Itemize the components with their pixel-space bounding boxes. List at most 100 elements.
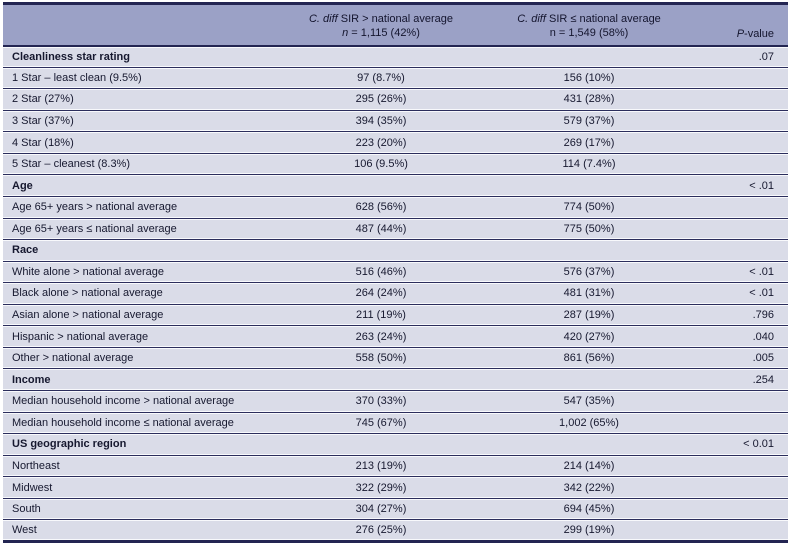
header-spacer (3, 3, 306, 47)
value-sir-below: 269 (17%) (456, 131, 722, 154)
table-row: Median household income ≤ national avera… (3, 412, 788, 434)
value-sir-above (306, 45, 456, 68)
p-value: .07 (722, 45, 788, 68)
table-row: Age 65+ years > national average 628 (56%… (3, 196, 788, 218)
row-label: Hispanic > national average (3, 325, 306, 348)
p-value (722, 88, 788, 111)
table-row: Other > national average 558 (50%) 861 (56… (3, 347, 788, 369)
value-sir-above: 516 (46%) (306, 261, 456, 283)
value-sir-above: 370 (33%) (306, 390, 456, 413)
section-title: Cleanliness star rating (3, 45, 306, 68)
table-row: 3 Star (37%) 394 (35%) 579 (37%) (3, 110, 788, 132)
section-title: Race (3, 239, 306, 262)
p-value: .040 (722, 325, 788, 348)
header-col-pvalue: P-value (722, 3, 788, 47)
table-row: 2 Star (27%) 295 (26%) 431 (28%) (3, 88, 788, 111)
value-sir-above (306, 368, 456, 391)
p-value (722, 412, 788, 434)
table-row: Age 65+ years ≤ national average 487 (44%… (3, 218, 788, 240)
section-title: US geographic region (3, 433, 306, 456)
table-row: Asian alone > national average 211 (19%) 2… (3, 304, 788, 326)
table-row: South 304 (27%) 694 (45%) (3, 498, 788, 520)
header-col2-n: n = 1,115 (42%) (342, 26, 420, 39)
value-sir-below: 694 (45%) (456, 498, 722, 520)
table-body: Cleanliness star rating .07 1 Star – least… (3, 45, 788, 542)
value-sir-above: 295 (26%) (306, 88, 456, 111)
value-sir-above: 322 (29%) (306, 476, 456, 499)
value-sir-above: 263 (24%) (306, 325, 456, 348)
value-sir-below (456, 239, 722, 262)
table-row: West 276 (25%) 299 (19%) (3, 519, 788, 542)
table-row: White alone > national average 516 (46%) 5… (3, 261, 788, 283)
value-sir-below: 481 (31%) (456, 282, 722, 305)
value-sir-below: 214 (14%) (456, 455, 722, 477)
section-title: Age (3, 174, 306, 197)
section-row: Race (3, 239, 788, 262)
value-sir-below (456, 45, 722, 68)
p-value: .005 (722, 347, 788, 369)
value-sir-below: 774 (50%) (456, 196, 722, 218)
value-sir-below: 431 (28%) (456, 88, 722, 111)
header-col3-n: n = 1,549 (58%) (549, 26, 629, 39)
table-row: Black alone > national average 264 (24%) 4… (3, 282, 788, 305)
value-sir-above (306, 239, 456, 262)
row-label: Age 65+ years ≤ national average (3, 218, 306, 240)
table-row: Northeast 213 (19%) 214 (14%) (3, 455, 788, 477)
value-sir-above (306, 174, 456, 197)
p-value (722, 455, 788, 477)
table-header: C. diff SIR > national average n = 1,115… (3, 3, 788, 47)
p-value (722, 390, 788, 413)
row-label: 5 Star – cleanest (8.3%) (3, 153, 306, 175)
row-label: 1 Star – least clean (9.5%) (3, 67, 306, 89)
p-value: .796 (722, 304, 788, 326)
value-sir-below: 775 (50%) (456, 218, 722, 240)
value-sir-above (306, 433, 456, 456)
header-col3-title: C. diff SIR ≤ national average (517, 12, 661, 25)
p-value (722, 196, 788, 218)
p-value (722, 131, 788, 154)
value-sir-above: 487 (44%) (306, 218, 456, 240)
p-value: < .01 (722, 282, 788, 305)
value-sir-above: 264 (24%) (306, 282, 456, 305)
value-sir-below: 861 (56%) (456, 347, 722, 369)
p-value: < 0.01 (722, 433, 788, 456)
row-label: Asian alone > national average (3, 304, 306, 326)
value-sir-below: 1,002 (65%) (456, 412, 722, 434)
row-label: Median household income ≤ national avera… (3, 412, 306, 434)
row-label: Other > national average (3, 347, 306, 369)
value-sir-below: 579 (37%) (456, 110, 722, 132)
value-sir-above: 558 (50%) (306, 347, 456, 369)
value-sir-above: 97 (8.7%) (306, 67, 456, 89)
value-sir-below: 576 (37%) (456, 261, 722, 283)
value-sir-below: 547 (35%) (456, 390, 722, 413)
value-sir-below (456, 174, 722, 197)
row-label: Age 65+ years > national average (3, 196, 306, 218)
header-row: C. diff SIR > national average n = 1,115… (3, 3, 788, 47)
table-row: 4 Star (18%) 223 (20%) 269 (17%) (3, 131, 788, 154)
value-sir-above: 628 (56%) (306, 196, 456, 218)
value-sir-below: 287 (19%) (456, 304, 722, 326)
value-sir-above: 106 (9.5%) (306, 153, 456, 175)
section-title: Income (3, 368, 306, 391)
value-sir-below: 299 (19%) (456, 519, 722, 542)
value-sir-above: 304 (27%) (306, 498, 456, 520)
value-sir-below: 114 (7.4%) (456, 153, 722, 175)
row-label: Black alone > national average (3, 282, 306, 305)
row-label: 4 Star (18%) (3, 131, 306, 154)
value-sir-above: 213 (19%) (306, 455, 456, 477)
row-label: White alone > national average (3, 261, 306, 283)
value-sir-above: 394 (35%) (306, 110, 456, 132)
row-label: South (3, 498, 306, 520)
p-value (722, 153, 788, 175)
section-row: Age < .01 (3, 174, 788, 197)
p-value (722, 476, 788, 499)
row-label: West (3, 519, 306, 542)
row-label: Northeast (3, 455, 306, 477)
table-row: 1 Star – least clean (9.5%) 97 (8.7%) 156 … (3, 67, 788, 89)
table-row: Median household income > national avera… (3, 390, 788, 413)
value-sir-above: 211 (19%) (306, 304, 456, 326)
p-value (722, 67, 788, 89)
value-sir-above: 276 (25%) (306, 519, 456, 542)
p-value: .254 (722, 368, 788, 391)
p-value (722, 498, 788, 520)
